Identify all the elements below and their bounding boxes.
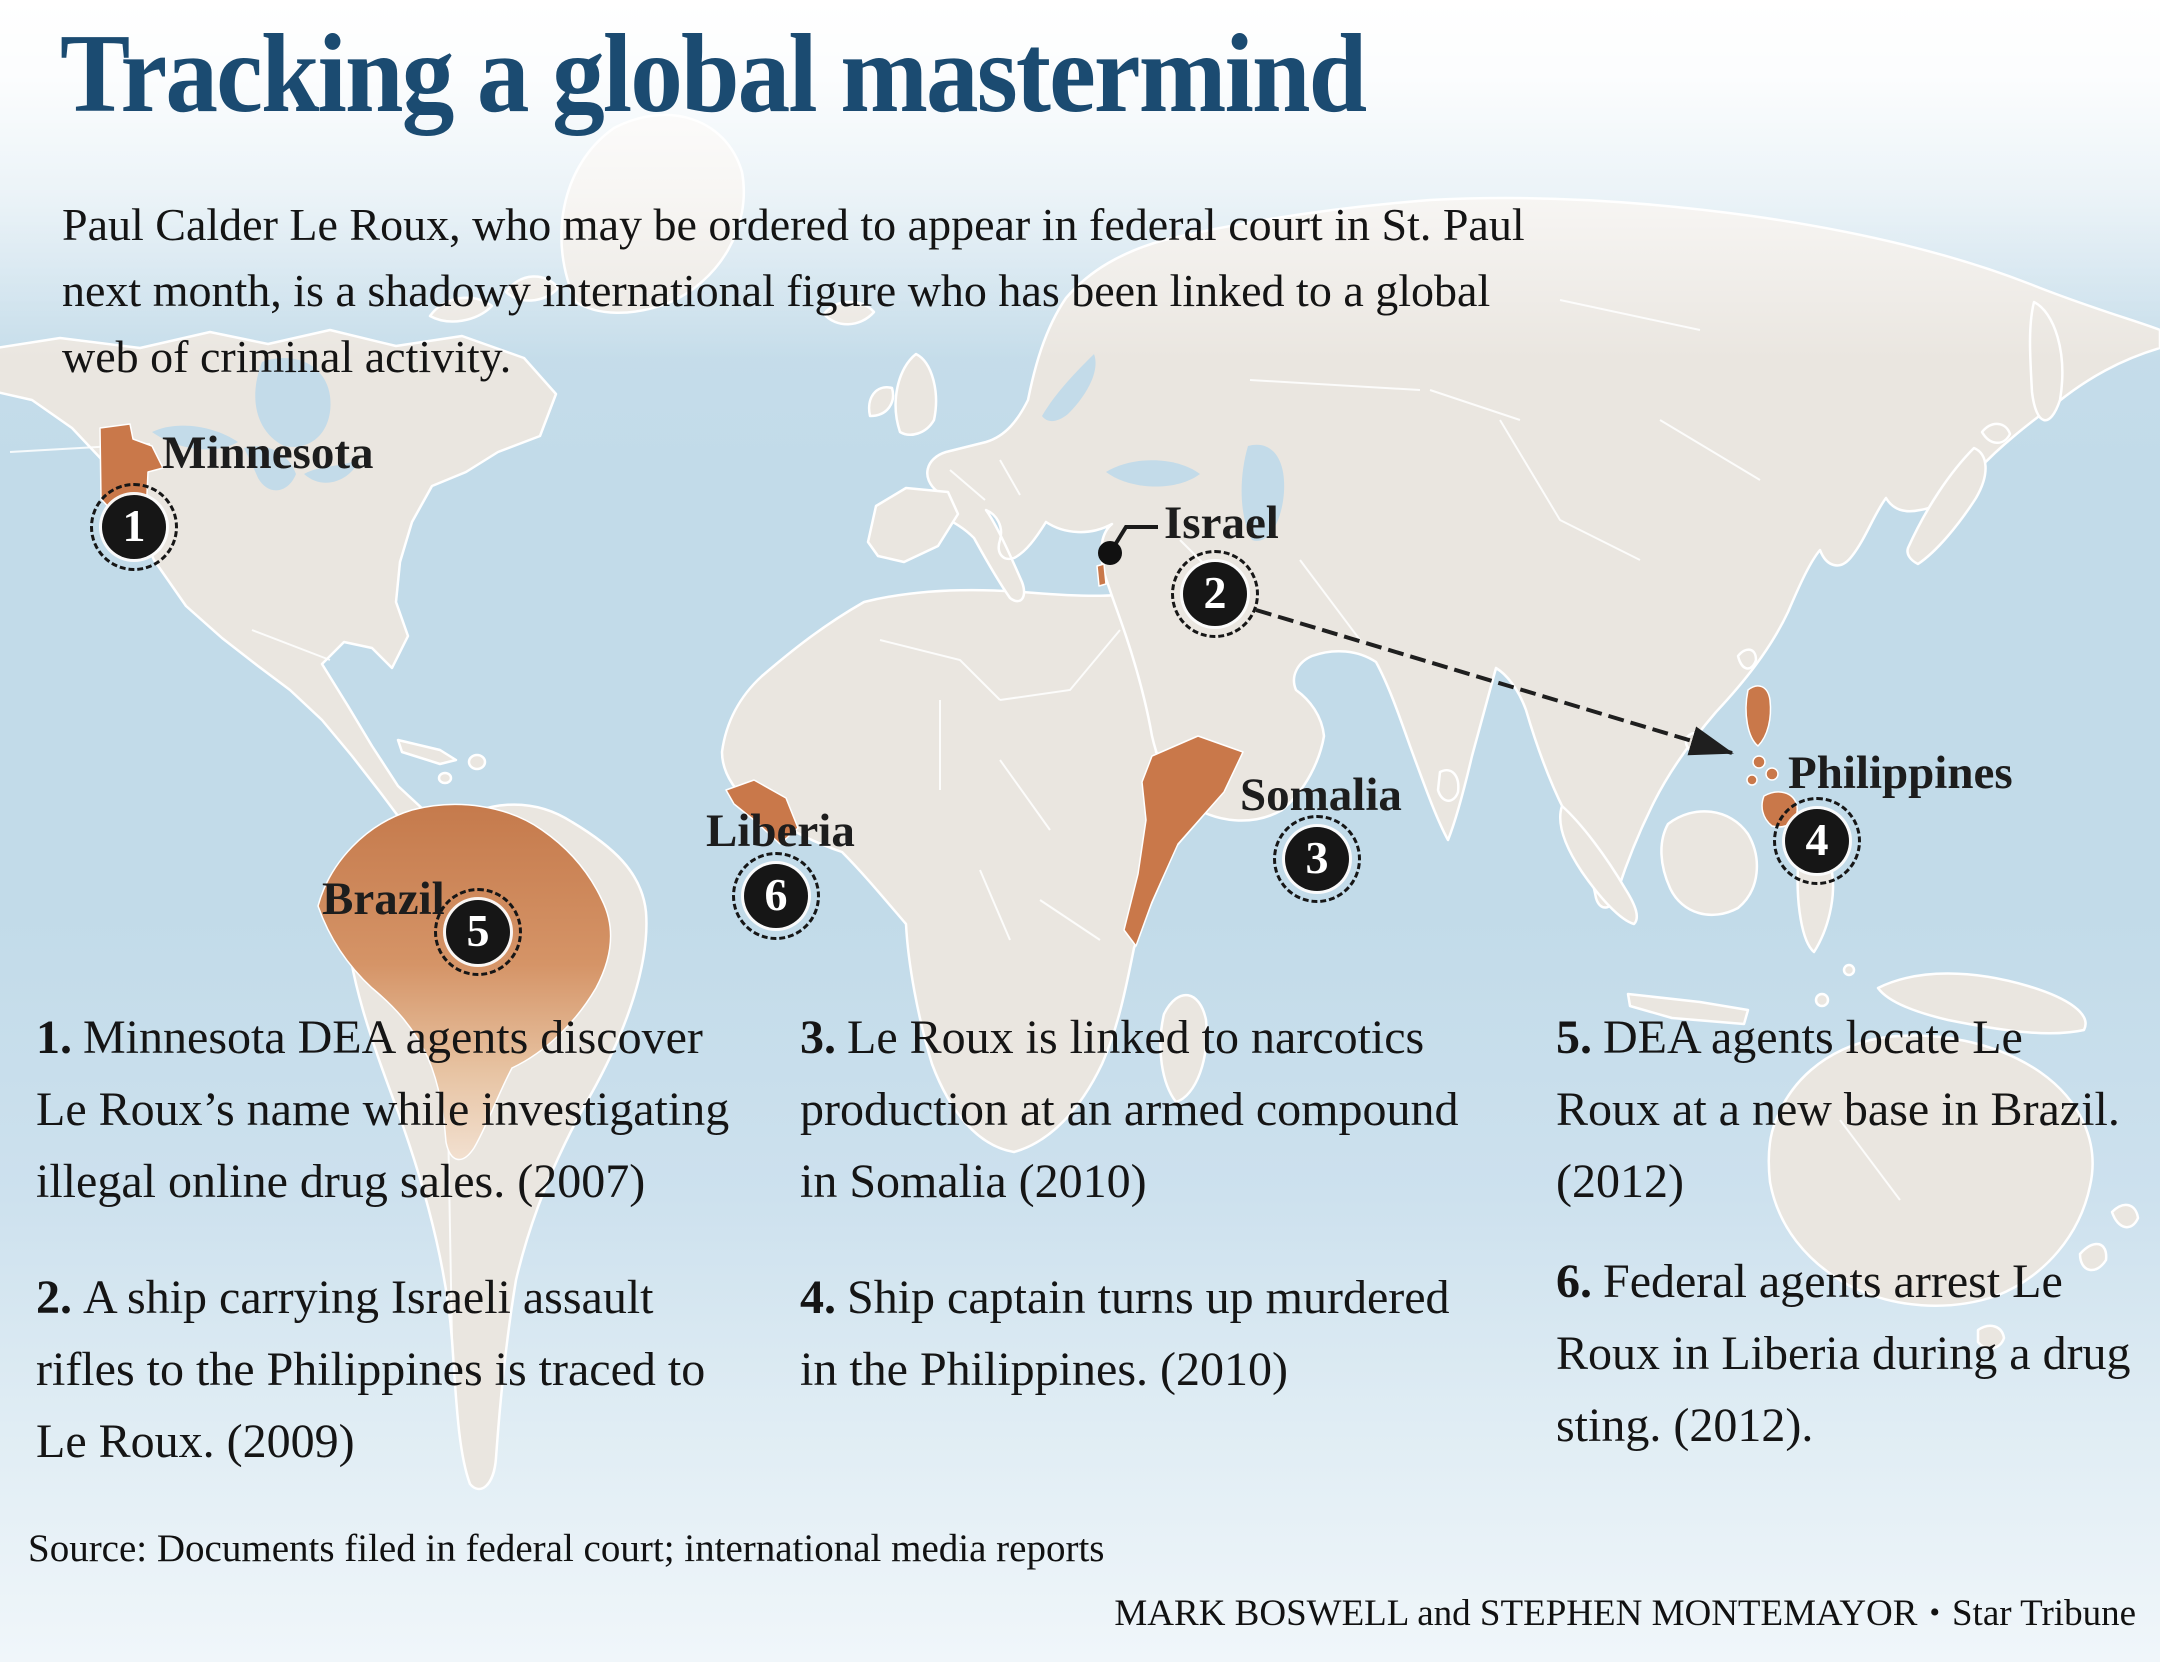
event-number: 4. bbox=[800, 1271, 836, 1324]
black-sea bbox=[1106, 460, 1200, 487]
marker-number: 3 bbox=[1305, 831, 1329, 883]
marker-number: 2 bbox=[1203, 566, 1227, 618]
credits-line: MARK BOSWELL and STEPHEN MONTEMAYOR • Star… bbox=[1114, 1592, 2136, 1635]
events-column-2: 3. Le Roux is linked to narcotics product… bbox=[800, 1002, 1480, 1406]
credit-org: Star Tribune bbox=[1951, 1593, 2136, 1634]
event-text: Ship captain turns up murdered in the Ph… bbox=[800, 1271, 1450, 1396]
events-column-1: 1. Minnesota DEA agents discover Le Roux’… bbox=[36, 1002, 736, 1478]
liberia-shape bbox=[725, 779, 799, 845]
tasmania bbox=[1976, 1324, 2006, 1350]
event-number: 1. bbox=[36, 1011, 72, 1064]
annotations bbox=[1098, 525, 1734, 756]
label-minnesota: Minnesota bbox=[162, 427, 374, 479]
credit-separator: • bbox=[1929, 1596, 1940, 1629]
intro-line: next month, is a shadowy international f… bbox=[62, 265, 1491, 316]
highlighted-countries bbox=[99, 423, 1798, 1161]
caspian-sea bbox=[1241, 444, 1285, 541]
event-number: 2. bbox=[36, 1271, 72, 1324]
philippines-island bbox=[1746, 774, 1758, 786]
lake-michigan-huron bbox=[244, 446, 296, 491]
event-item-5: 5. DEA agents locate Le Roux at a new bas… bbox=[1556, 1002, 2136, 1218]
hispaniola bbox=[467, 753, 487, 771]
intro-line: web of criminal activity. bbox=[62, 331, 512, 382]
marker-4-philippines: 4 bbox=[1773, 797, 1861, 885]
event-item-3: 3. Le Roux is linked to narcotics product… bbox=[800, 1002, 1480, 1218]
australia bbox=[1767, 1034, 2094, 1307]
new-zealand-north bbox=[2110, 1203, 2140, 1229]
event-item-6: 6. Federal agents arrest Le Roux in Liber… bbox=[1556, 1246, 2136, 1462]
event-text: DEA agents locate Le Roux at a new base … bbox=[1556, 1011, 2120, 1208]
new-guinea bbox=[1876, 972, 2087, 1035]
marker-2-israel: 2 bbox=[1171, 550, 1259, 638]
intro-line: Paul Calder Le Roux, who may be ordered … bbox=[62, 199, 1525, 250]
label-somalia: Somalia bbox=[1240, 769, 1402, 821]
baltic-sea bbox=[1042, 354, 1096, 422]
label-israel: Israel bbox=[1164, 497, 1279, 549]
label-philippines: Philippines bbox=[1788, 747, 2013, 799]
brazil-shape bbox=[317, 803, 612, 1161]
taiwan bbox=[1736, 648, 1758, 670]
event-item-2: 2. A ship carrying Israeli assault rifles… bbox=[36, 1262, 736, 1478]
moluccas-island bbox=[1814, 992, 1830, 1008]
japan bbox=[1906, 446, 1987, 566]
moluccas-island bbox=[1842, 963, 1856, 977]
marker-number: 4 bbox=[1805, 813, 1829, 865]
israel-dot bbox=[1098, 541, 1122, 565]
event-text: Federal agents arrest Le Roux in Liberia… bbox=[1556, 1255, 2131, 1452]
madagascar bbox=[1159, 994, 1208, 1104]
marker-6-liberia: 6 bbox=[732, 852, 820, 940]
hokkaido bbox=[1980, 422, 2012, 444]
label-liberia: Liberia bbox=[706, 805, 855, 857]
borneo bbox=[1660, 810, 1759, 917]
somalia-shape bbox=[1123, 735, 1244, 947]
marker-5-brazil: 5 bbox=[434, 888, 522, 976]
new-zealand-south bbox=[2078, 1242, 2108, 1272]
event-text: Le Roux is linked to narcotics productio… bbox=[800, 1011, 1459, 1208]
marker-number: 1 bbox=[122, 499, 146, 551]
event-text: A ship carrying Israeli assault rifles t… bbox=[36, 1271, 706, 1468]
java bbox=[1626, 992, 1750, 1026]
label-brazil: Brazil bbox=[322, 873, 445, 925]
jamaica bbox=[437, 771, 453, 785]
event-item-4: 4. Ship captain turns up murdered in the … bbox=[800, 1262, 1480, 1406]
source-line: Source: Documents filed in federal court… bbox=[28, 1527, 1105, 1570]
great-britain bbox=[894, 352, 938, 436]
intro-paragraph: Paul Calder Le Roux, who may be ordered … bbox=[62, 192, 1525, 390]
marker-number: 5 bbox=[466, 904, 490, 956]
event-number: 6. bbox=[1556, 1255, 1592, 1308]
iberia bbox=[866, 486, 960, 564]
philippines-island bbox=[1752, 755, 1766, 769]
marker-number: 6 bbox=[764, 868, 788, 920]
event-item-1: 1. Minnesota DEA agents discover Le Roux’… bbox=[36, 1002, 736, 1218]
philippines-island bbox=[1765, 767, 1779, 781]
event-number: 5. bbox=[1556, 1011, 1592, 1064]
hudson-bay bbox=[255, 357, 331, 447]
philippines-luzon bbox=[1745, 685, 1772, 747]
event-text: Minnesota DEA agents discover Le Roux’s … bbox=[36, 1011, 730, 1208]
credit-names: MARK BOSWELL and STEPHEN MONTEMAYOR bbox=[1114, 1593, 1918, 1634]
sri-lanka bbox=[1436, 769, 1460, 802]
sumatra bbox=[1559, 804, 1638, 926]
marker-1-minnesota: 1 bbox=[90, 483, 178, 571]
event-number: 3. bbox=[800, 1011, 836, 1064]
marker-3-somalia: 3 bbox=[1273, 815, 1361, 903]
ireland bbox=[867, 386, 895, 418]
lake-superior bbox=[152, 425, 238, 450]
lake-erie-ontario bbox=[304, 458, 360, 483]
cuba bbox=[396, 738, 458, 766]
events-column-3: 5. DEA agents locate Le Roux at a new bas… bbox=[1556, 1002, 2136, 1462]
route-arrow bbox=[1255, 608, 1734, 756]
page-title: Tracking a global mastermind bbox=[60, 12, 1367, 136]
israel-shape bbox=[1096, 563, 1107, 587]
inland-waters bbox=[152, 354, 1285, 541]
